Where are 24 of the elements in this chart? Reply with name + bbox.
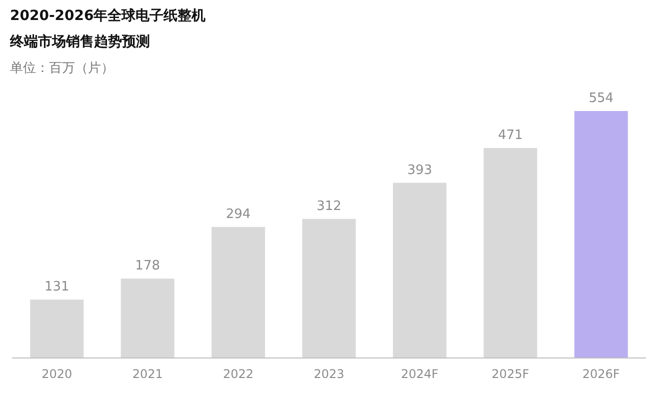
x-tick-label: 2023 bbox=[314, 367, 344, 381]
bar bbox=[120, 278, 174, 358]
data-label: 471 bbox=[498, 128, 523, 144]
x-tick-label: 2025F bbox=[492, 367, 530, 381]
chart-subtitle: 终端市场销售趋势预测 bbox=[9, 33, 150, 50]
x-tick-label: 2020 bbox=[42, 367, 72, 381]
data-label: 312 bbox=[316, 198, 342, 214]
bar bbox=[574, 111, 628, 358]
bar bbox=[302, 218, 356, 358]
x-tick-label: 2024F bbox=[400, 367, 439, 381]
data-label: 131 bbox=[44, 280, 70, 295]
x-tick-label: 2022 bbox=[223, 367, 254, 381]
data-label: 178 bbox=[135, 258, 160, 274]
data-label: 393 bbox=[407, 162, 432, 178]
bar bbox=[212, 226, 266, 358]
bar bbox=[484, 148, 538, 358]
x-tick-label: 2021 bbox=[132, 367, 163, 381]
x-tick-label: 2026F bbox=[582, 367, 620, 381]
data-label: 294 bbox=[226, 206, 251, 222]
chart-title: 2020-2026年全球电子纸整机 bbox=[10, 8, 206, 24]
y-axis-title: 单位：百万（片） bbox=[10, 61, 114, 76]
bar bbox=[30, 300, 84, 358]
bar bbox=[392, 182, 446, 358]
data-label: 554 bbox=[588, 91, 614, 106]
